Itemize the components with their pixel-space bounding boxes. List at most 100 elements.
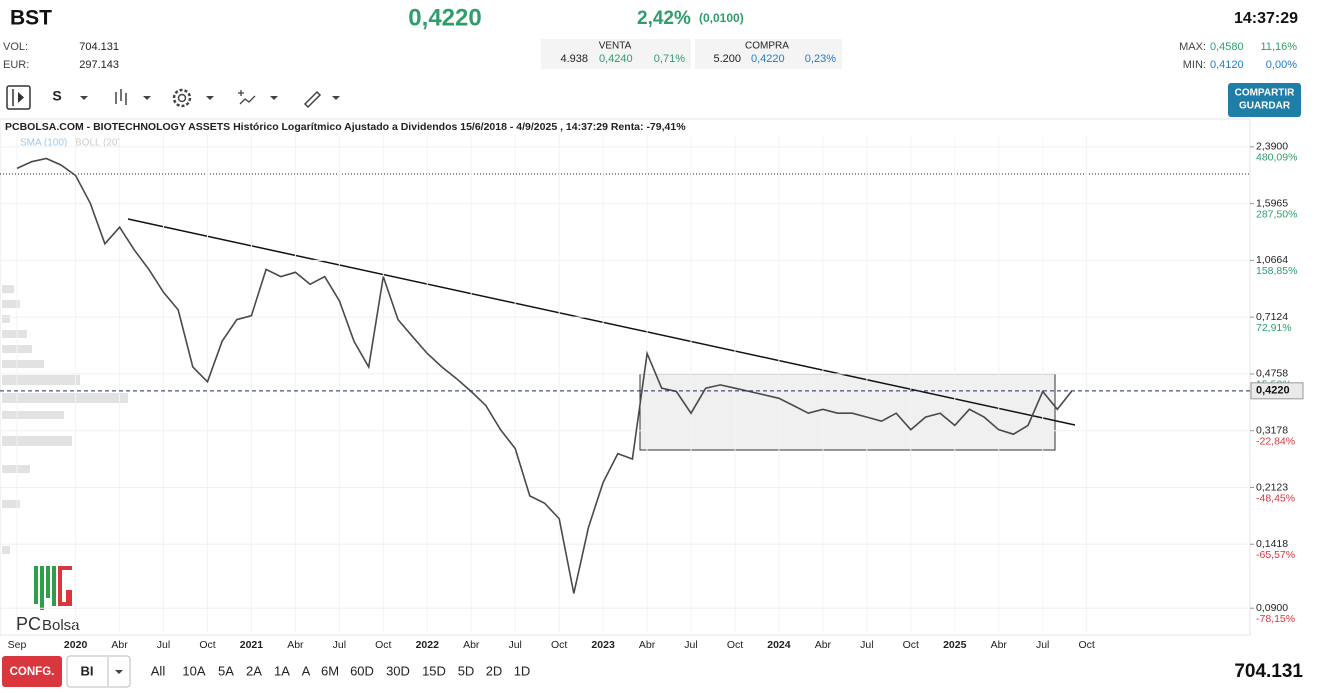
x-tick-label: Abr: [111, 639, 128, 651]
eur-label: EUR:: [3, 59, 29, 71]
change-abs: (0,0100): [699, 11, 744, 25]
period-button[interactable]: 15D: [422, 663, 446, 678]
compra-qty: 5.200: [713, 53, 741, 65]
time: 14:37:29: [1234, 10, 1298, 27]
chart-area: [0, 118, 1251, 636]
period-button[interactable]: 30D: [386, 663, 410, 678]
dropdown-arrow: [332, 96, 340, 100]
y-tick-change: -22,84%: [1256, 435, 1295, 447]
x-tick-label: Abr: [287, 639, 304, 651]
candles-tool[interactable]: [115, 89, 127, 105]
period-button[interactable]: 2A: [246, 663, 262, 678]
dropdown-arrow: [270, 96, 278, 100]
x-tick-label: 2021: [240, 639, 264, 651]
x-tick-label: 2022: [416, 639, 440, 651]
x-tick-label: Jul: [333, 639, 346, 651]
logo-bolsa: Bolsa: [42, 617, 80, 634]
indicator-tool[interactable]: [238, 90, 256, 105]
x-tick-label: Jul: [508, 639, 521, 651]
mode-label: BI: [81, 663, 94, 678]
compra-label: COMPRA: [745, 41, 789, 52]
x-tick-label: Oct: [1078, 639, 1094, 651]
max-label: MAX:: [1179, 41, 1206, 53]
min-pct: 0,00%: [1266, 59, 1297, 71]
venta-price: 0,4240: [599, 53, 633, 65]
share-button[interactable]: COMPARTIR GUARDAR: [1228, 83, 1301, 117]
chart-title: PCBOLSA.COM - BIOTECHNOLOGY ASSETS Histó…: [5, 121, 686, 133]
dropdown-arrow: [143, 96, 151, 100]
panel-toggle[interactable]: [6, 85, 31, 110]
compra-price: 0,4220: [751, 53, 785, 65]
draw-tool[interactable]: [303, 90, 322, 109]
min-label: MIN:: [1183, 59, 1206, 71]
last-price-tag: [1250, 382, 1304, 400]
venta-pct: 0,71%: [654, 53, 685, 65]
share-label: COMPARTIR: [1235, 88, 1296, 99]
vol: 704.131: [79, 41, 119, 53]
period-button[interactable]: 10A: [182, 663, 205, 678]
period-button[interactable]: All: [151, 663, 166, 678]
indicator-sma: SMA (100): [20, 138, 67, 149]
x-tick-label: Abr: [991, 639, 1008, 651]
venta-box: [541, 39, 691, 69]
price: 0,4220: [408, 4, 481, 31]
period-button[interactable]: 2D: [486, 663, 503, 678]
compra-box: [695, 39, 842, 69]
x-tick-label: 2024: [767, 639, 791, 651]
eur: 297.143: [79, 59, 119, 71]
change-pct: 2,42%: [637, 8, 691, 29]
y-tick-label: 0,7124: [1256, 311, 1288, 323]
venta-qty: 4.938: [560, 53, 588, 65]
y-tick-change: 72,91%: [1256, 322, 1292, 334]
dropdown-arrow: [80, 96, 88, 100]
y-tick-change: 480,09%: [1256, 152, 1297, 164]
period-button[interactable]: 1D: [514, 663, 531, 678]
config-button[interactable]: CONFG.: [2, 656, 62, 687]
y-tick-label: 0,3178: [1256, 424, 1288, 436]
footer: [0, 636, 1317, 693]
x-tick-label: Sep: [8, 639, 27, 651]
period-button[interactable]: A: [302, 663, 311, 678]
venta-label: VENTA: [599, 41, 632, 52]
x-tick-label: Jul: [157, 639, 170, 651]
ticker: BST: [10, 7, 52, 30]
y-tick-label: 0,2123: [1256, 481, 1288, 493]
x-tick-label: Abr: [639, 639, 656, 651]
x-tick-label: Jul: [684, 639, 697, 651]
dropdown-arrow: [206, 96, 214, 100]
x-tick-label: Oct: [903, 639, 919, 651]
period-button[interactable]: 6M: [321, 663, 339, 678]
config-label: CONFG.: [10, 666, 55, 678]
footer-volume: 704.131: [1234, 661, 1303, 682]
period-button[interactable]: 1A: [274, 663, 290, 678]
indicator-boll: BOLL (20): [75, 138, 121, 149]
logo: PC Bolsa: [16, 566, 80, 634]
x-tick-label: Oct: [727, 639, 743, 651]
x-tick-label: 2023: [591, 639, 615, 651]
x-tick-label: Abr: [815, 639, 832, 651]
y-tick-change: 158,85%: [1256, 265, 1297, 277]
y-tick-label: 0,4758: [1256, 368, 1288, 380]
period-button[interactable]: 60D: [350, 663, 374, 678]
x-tick-label: Abr: [463, 639, 480, 651]
y-tick-label: 2,3900: [1256, 141, 1288, 153]
max-pct: 11,16%: [1261, 41, 1298, 53]
price-line: [16, 157, 1073, 594]
y-tick-label: 0,0900: [1256, 602, 1288, 614]
settings-tool[interactable]: [172, 88, 192, 108]
x-tick-label: 2025: [943, 639, 967, 651]
y-tick-label: 1,5965: [1256, 197, 1288, 209]
y-tick-label: 0,1418: [1256, 538, 1288, 550]
mode-select[interactable]: BI: [66, 655, 131, 688]
y-tick-change: -48,45%: [1256, 492, 1295, 504]
min: 0,4120: [1210, 59, 1244, 71]
max: 0,4580: [1210, 41, 1244, 53]
period-button[interactable]: 5D: [458, 663, 475, 678]
logo-pc: PC: [16, 614, 41, 634]
x-tick-label: Oct: [551, 639, 567, 651]
range-box: [639, 373, 1056, 451]
series-type[interactable]: S: [52, 88, 61, 104]
period-button[interactable]: 5A: [218, 663, 234, 678]
